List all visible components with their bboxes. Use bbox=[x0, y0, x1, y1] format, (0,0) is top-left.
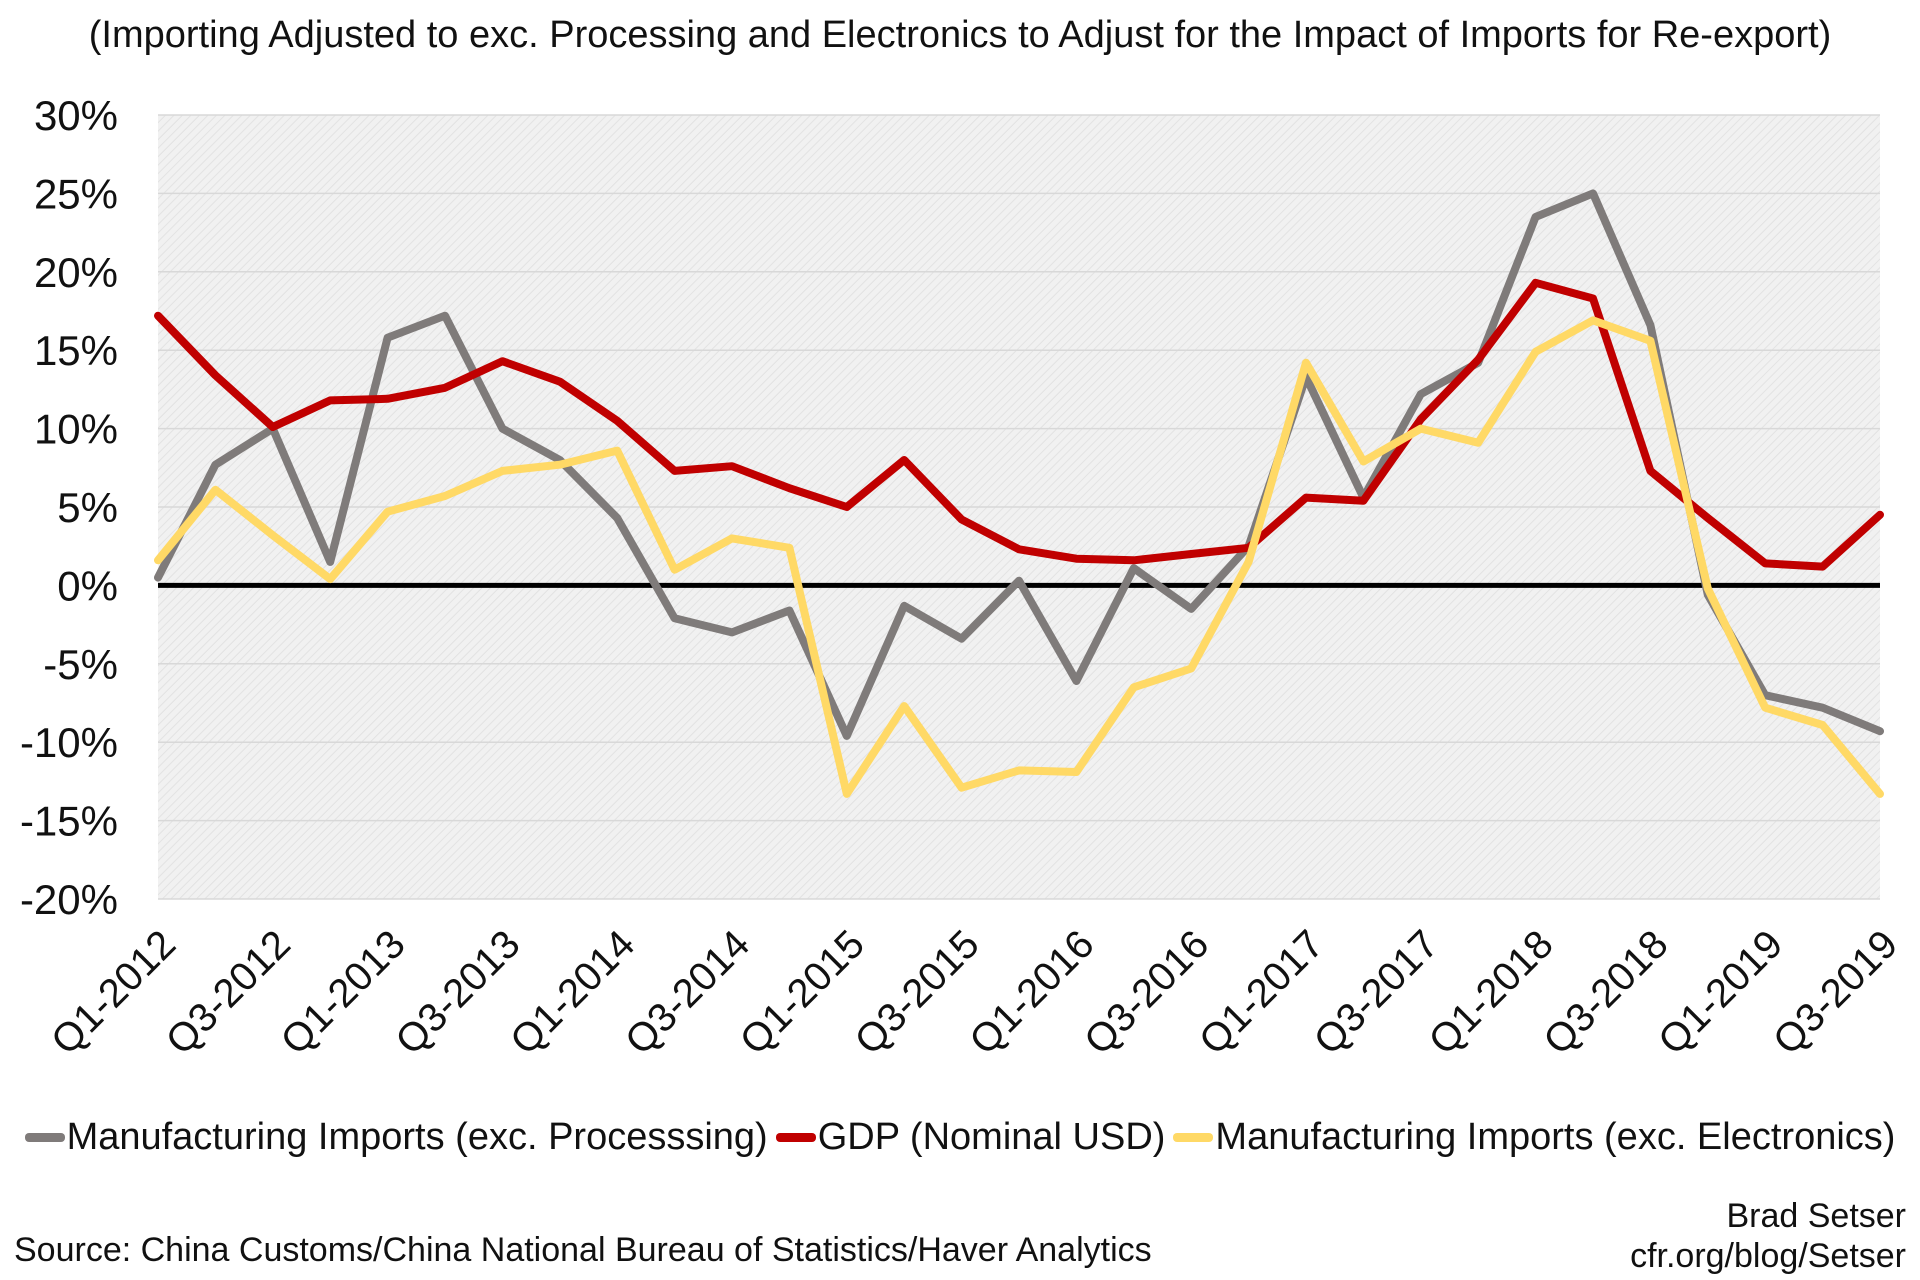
x-tick-label: Q3-2016 bbox=[1076, 922, 1217, 1063]
x-tick-label: Q1-2018 bbox=[1421, 922, 1562, 1063]
series-line-2 bbox=[154, 316, 1884, 798]
y-tick-label: -10% bbox=[20, 719, 118, 766]
y-tick-label: 10% bbox=[34, 406, 118, 453]
legend-label: Manufacturing Imports (exc. Electronics) bbox=[1215, 1116, 1896, 1158]
legend-item-gdp: GDP (Nominal USD) bbox=[775, 1114, 1166, 1160]
credit-url: cfr.org/blog/Setser bbox=[1630, 1237, 1906, 1275]
legend-item-manufacturing-exc-processing: Manufacturing Imports (exc. Processsing) bbox=[24, 1114, 768, 1160]
x-axis-ticks: Q1-2012Q3-2012Q1-2013Q3-2013Q1-2014Q3-20… bbox=[43, 922, 1906, 1063]
legend-swatch-yellow bbox=[1173, 1132, 1214, 1142]
x-tick-label: Q1-2017 bbox=[1191, 922, 1332, 1063]
credit: Brad Setser cfr.org/blog/Setser bbox=[1630, 1196, 1906, 1276]
y-tick-label: -15% bbox=[20, 798, 118, 845]
y-tick-label: 30% bbox=[34, 92, 118, 139]
x-tick-label: Q1-2015 bbox=[732, 922, 873, 1063]
x-tick-label: Q3-2017 bbox=[1306, 922, 1447, 1063]
y-tick-label: 15% bbox=[34, 327, 118, 374]
x-tick-label: Q1-2016 bbox=[961, 922, 1102, 1063]
x-tick-label: Q3-2018 bbox=[1535, 922, 1676, 1063]
x-tick-label: Q1-2012 bbox=[43, 922, 184, 1063]
legend-swatch-gray bbox=[24, 1132, 65, 1142]
series-line-1 bbox=[154, 278, 1884, 571]
source-note: Source: China Customs/China National Bur… bbox=[14, 1231, 1152, 1269]
x-tick-label: Q1-2014 bbox=[502, 922, 643, 1063]
y-tick-label: 5% bbox=[57, 484, 118, 531]
legend: Manufacturing Imports (exc. Processsing)… bbox=[0, 1114, 1920, 1160]
legend-label: GDP (Nominal USD) bbox=[817, 1116, 1166, 1158]
legend-swatch-red bbox=[775, 1132, 816, 1142]
y-tick-label: 0% bbox=[57, 562, 118, 609]
x-tick-label: Q1-2013 bbox=[273, 922, 414, 1063]
legend-label: Manufacturing Imports (exc. Processsing) bbox=[66, 1116, 768, 1158]
gridlines bbox=[158, 114, 1880, 900]
credit-author: Brad Setser bbox=[1726, 1197, 1906, 1235]
x-tick-label: Q3-2013 bbox=[387, 922, 528, 1063]
line-chart: 30% 25% 20% 15% 10% 5% 0% -5% -10% -15% -20% Q1-20… bbox=[20, 92, 1906, 1063]
x-tick-label: Q1-2019 bbox=[1650, 922, 1791, 1063]
x-tick-label: Q3-2015 bbox=[847, 922, 988, 1063]
y-tick-label: 25% bbox=[34, 170, 118, 217]
x-tick-label: Q3-2014 bbox=[617, 922, 758, 1063]
x-tick-label: Q3-2012 bbox=[158, 922, 299, 1063]
chart-subtitle: (Importing Adjusted to exc. Processing a… bbox=[88, 14, 1832, 56]
series-lines bbox=[154, 189, 1884, 798]
legend-item-manufacturing-exc-electronics: Manufacturing Imports (exc. Electronics) bbox=[1173, 1114, 1895, 1160]
y-tick-label: -20% bbox=[20, 876, 118, 923]
y-tick-label: -5% bbox=[43, 641, 118, 688]
y-tick-label: 20% bbox=[34, 249, 118, 296]
series-line-0 bbox=[154, 189, 1884, 740]
y-axis-ticks: 30% 25% 20% 15% 10% 5% 0% -5% -10% -15% -20% bbox=[20, 92, 118, 923]
x-tick-label: Q3-2019 bbox=[1765, 922, 1906, 1063]
